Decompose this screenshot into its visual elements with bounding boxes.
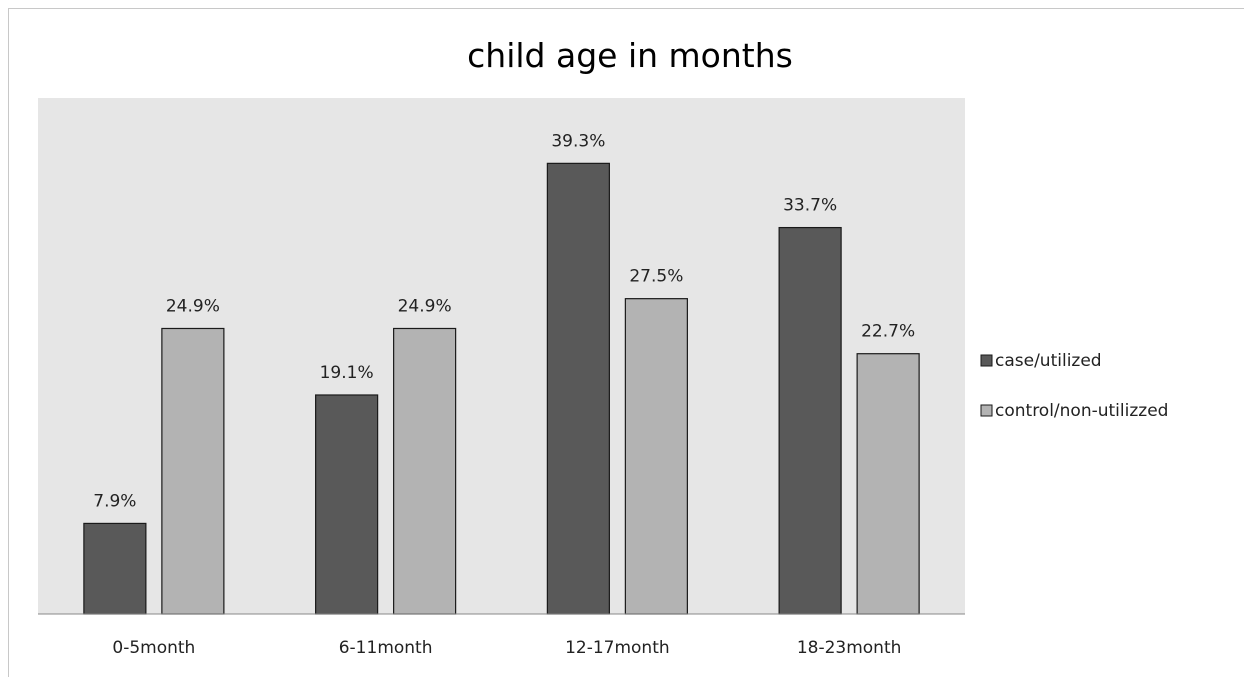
x-tick-label-0: 0-5month (112, 638, 195, 658)
bar-case-0 (83, 522, 147, 615)
bar-control-0 (161, 327, 225, 615)
data-label-control-3: 22.7% (861, 322, 915, 342)
legend-swatch-case (980, 354, 993, 367)
data-label-case-3: 33.7% (783, 196, 837, 216)
legend-label-control: control/non-utilizzed (995, 401, 1168, 421)
bar-control-3 (856, 353, 920, 615)
bar-control-1 (393, 327, 457, 615)
bar-control-2 (624, 298, 688, 615)
x-tick-label-2: 12-17month (565, 638, 670, 658)
data-label-control-1: 24.9% (398, 296, 452, 316)
bar-case-3 (778, 226, 842, 615)
legend-swatch-control (980, 404, 993, 417)
bar-case-1 (315, 394, 379, 615)
legend-label-case: case/utilized (995, 351, 1102, 371)
chart-frame (8, 8, 1244, 677)
x-tick-label-3: 18-23month (797, 638, 902, 658)
data-label-case-2: 39.3% (551, 131, 605, 151)
data-label-case-0: 7.9% (93, 491, 136, 511)
data-label-control-2: 27.5% (629, 267, 683, 287)
data-label-control-0: 24.9% (166, 296, 220, 316)
bar-case-2 (546, 162, 610, 615)
data-label-case-1: 19.1% (320, 363, 374, 383)
x-tick-label-1: 6-11month (339, 638, 433, 658)
chart-title: child age in months (467, 36, 793, 75)
